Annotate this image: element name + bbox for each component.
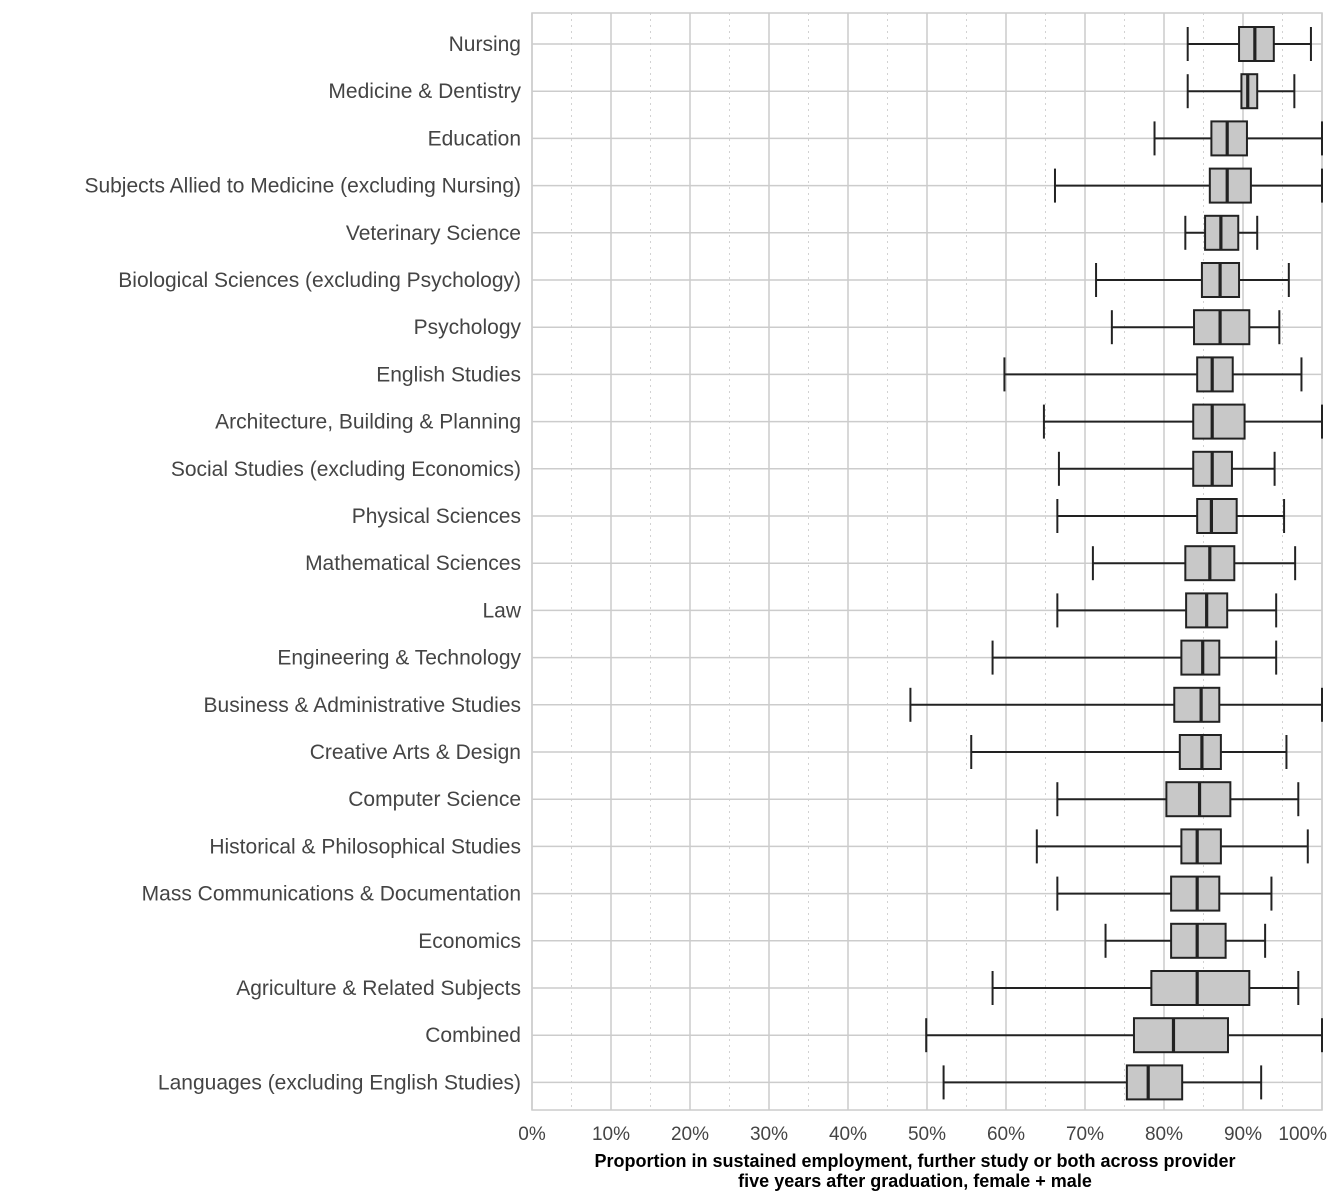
box-16: [970, 734, 1288, 770]
category-label: Computer Science: [348, 788, 521, 811]
box-20: [1104, 922, 1267, 959]
box-14: [991, 639, 1278, 676]
category-labels: Nursing Medicine & Dentistry Education Subj…: [84, 33, 521, 1094]
iqr-box: [1196, 356, 1234, 393]
category-label: Creative Arts & Design: [310, 741, 521, 764]
iqr-box: [1173, 686, 1221, 723]
iqr-box: [1196, 498, 1238, 534]
x-tick-label: 40%: [829, 1124, 867, 1145]
category-label: Physical Sciences: [352, 505, 521, 528]
x-tick-label: 60%: [987, 1124, 1025, 1145]
box-12: [1091, 545, 1297, 582]
category-label: Medicine & Dentistry: [328, 80, 521, 103]
category-label: Agriculture & Related Subjects: [236, 977, 521, 1000]
box-1: [1186, 26, 1312, 62]
category-label: Veterinary Science: [346, 222, 521, 245]
box-8: [1003, 356, 1303, 393]
category-label: Social Studies (excluding Economics): [171, 458, 521, 481]
category-label: English Studies: [376, 363, 521, 386]
box-17: [1056, 781, 1300, 818]
box-11: [1056, 498, 1286, 534]
category-label: Engineering & Technology: [277, 647, 521, 670]
iqr-box: [1210, 120, 1248, 157]
x-axis-title-line-2: five years after graduation, female + ma…: [738, 1171, 1092, 1191]
x-tick-label: 30%: [750, 1124, 788, 1145]
category-label: Combined: [425, 1024, 521, 1047]
box-18: [1035, 828, 1309, 865]
category-label: Psychology: [414, 316, 522, 339]
box-22: [925, 1017, 1323, 1054]
category-label: Nursing: [449, 33, 521, 56]
plot-frame: [531, 12, 1323, 1111]
box-13: [1056, 592, 1278, 629]
iqr-box: [1125, 1064, 1184, 1101]
category-label: Economics: [418, 930, 521, 953]
x-tick-label: 10%: [592, 1124, 630, 1145]
box-21: [991, 970, 1300, 1006]
box-5: [1184, 214, 1259, 251]
x-tick-label: 50%: [908, 1124, 946, 1145]
iqr-box: [1132, 1017, 1229, 1054]
category-label: Mass Communications & Documentation: [142, 883, 521, 906]
boxes: [909, 26, 1323, 1101]
box-9: [1042, 403, 1323, 440]
iqr-box: [1180, 828, 1222, 865]
box-19: [1056, 875, 1273, 912]
iqr-box: [1170, 875, 1221, 912]
box-23: [942, 1064, 1263, 1101]
x-tick-label: 20%: [671, 1124, 709, 1145]
iqr-box: [1192, 403, 1246, 440]
iqr-box: [1208, 167, 1252, 204]
category-label: Biological Sciences (excluding Psycholog…: [118, 269, 521, 292]
box-10: [1057, 450, 1276, 487]
x-tick-label: 90%: [1224, 1124, 1262, 1145]
category-label: Mathematical Sciences: [305, 552, 521, 575]
box-3: [1153, 120, 1323, 157]
category-label: Education: [428, 127, 521, 150]
x-tick-label: 80%: [1145, 1124, 1183, 1145]
iqr-box: [1150, 970, 1251, 1006]
x-tick-label: 70%: [1066, 1124, 1104, 1145]
box-6: [1095, 262, 1290, 298]
category-label: Law: [482, 599, 521, 622]
x-tick-labels: 0% 10% 20% 30% 40% 50% 60% 70% 80% 90% 100%: [518, 1124, 1327, 1145]
x-axis-title-line-1: Proportion in sustained employment, furt…: [594, 1151, 1235, 1171]
category-label: Business & Administrative Studies: [204, 694, 521, 717]
x-tick-label: 100%: [1278, 1124, 1327, 1145]
category-label: Subjects Allied to Medicine (excluding N…: [84, 175, 521, 198]
box-15: [909, 686, 1323, 723]
box-2: [1186, 73, 1296, 110]
box-4: [1053, 167, 1323, 204]
category-label: Languages (excluding English Studies): [158, 1071, 521, 1094]
category-label: Architecture, Building & Planning: [215, 411, 521, 434]
category-label: Historical & Philosophical Studies: [209, 835, 521, 858]
iqr-box: [1180, 639, 1221, 676]
box-7: [1110, 309, 1281, 346]
x-tick-label: 0%: [518, 1124, 546, 1145]
